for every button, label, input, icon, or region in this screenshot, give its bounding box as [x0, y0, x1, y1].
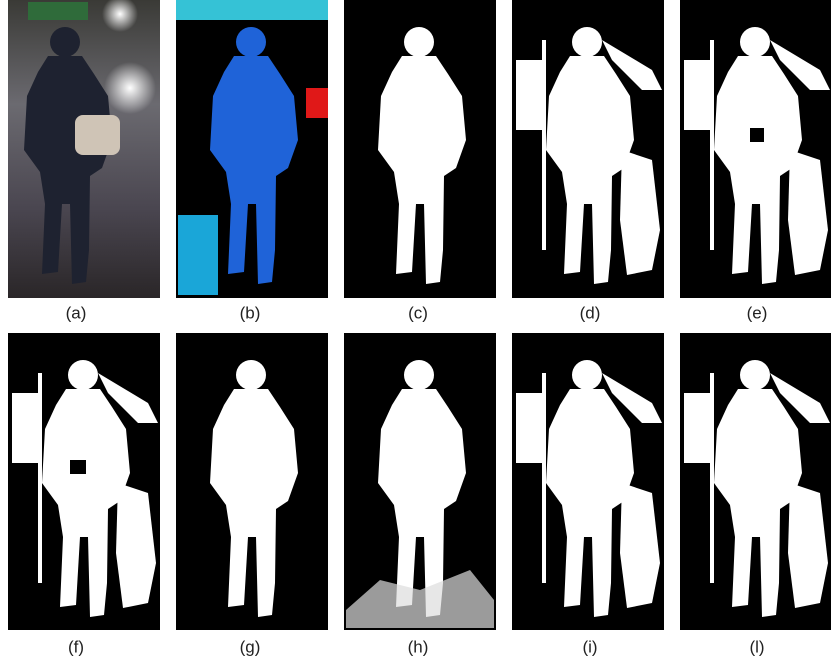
panel-label: (l)	[749, 637, 764, 656]
panel-c	[344, 0, 496, 298]
panel-label: (e)	[747, 303, 768, 322]
panel-label: (f)	[68, 637, 84, 656]
panel-i	[512, 333, 664, 630]
panel-e	[680, 0, 831, 298]
page: (a) (b) (c) (d) (e) (f) (g) (h) (i) (l) …	[0, 0, 831, 661]
panel-label: (i)	[582, 637, 597, 656]
panel-f	[8, 333, 160, 630]
panel-b	[176, 0, 328, 298]
panel-label: (h)	[408, 637, 429, 656]
panel-label: (c)	[408, 303, 428, 322]
panel-label: (b)	[240, 303, 261, 322]
panel-label: (d)	[580, 303, 601, 322]
panel-l	[680, 333, 831, 630]
panel-label: (a)	[66, 303, 87, 322]
panel-label: (g)	[240, 637, 261, 656]
panel-d	[512, 0, 664, 298]
panel-a	[8, 0, 160, 298]
panel-h	[344, 333, 496, 630]
panel-g	[176, 333, 328, 630]
figure: (a) (b) (c) (d) (e) (f) (g) (h) (i) (l)	[0, 0, 831, 661]
